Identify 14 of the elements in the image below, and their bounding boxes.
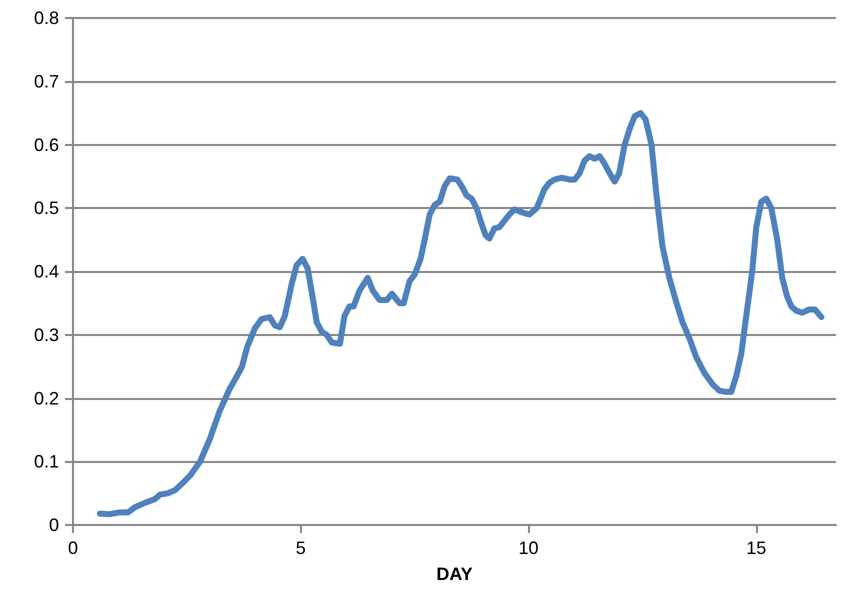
y-tick-label: 0 (48, 515, 59, 535)
y-tick-label: 0.2 (34, 388, 59, 408)
x-axis-title: DAY (436, 564, 473, 584)
y-tick-label: 0.4 (34, 262, 59, 282)
x-tick-label: 0 (68, 538, 78, 558)
y-tick-label: 0.1 (34, 452, 59, 472)
y-tick-label: 0.8 (34, 8, 59, 28)
x-tick-label: 10 (518, 538, 539, 558)
y-tick-label: 0.6 (34, 134, 59, 155)
x-tick-label: 15 (746, 538, 766, 558)
x-tick-label: 5 (296, 538, 306, 558)
y-tick-label: 0.5 (34, 198, 59, 218)
y-tick-label: 0.3 (34, 324, 59, 345)
y-tick-label: 0.7 (34, 71, 59, 92)
